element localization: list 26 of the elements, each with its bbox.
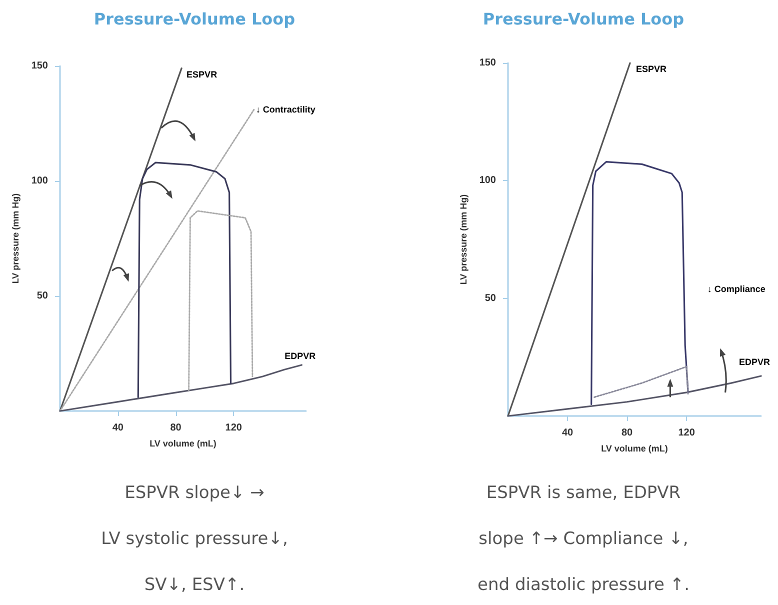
text: ESPVR is same, EDPVR slope ↑→ Compliance ↓, end diastolic pressure ↑. [478, 483, 690, 595]
text: ESPVR slope↓ → LV systolic pressure↓, SV↓, ESV↑. [101, 483, 288, 595]
x-tick-label: 40 [562, 428, 574, 438]
annotation: EDPVR [739, 356, 771, 367]
y-tick-label: 100 [31, 176, 48, 186]
y-axis-title: LV pressure (mm Hg) [10, 193, 20, 284]
y-axis-title: LV pressure (mm Hg) [458, 194, 468, 285]
x-tick-label: 80 [170, 422, 182, 434]
y-tick-label: 50 [36, 290, 48, 302]
annotation: EDPVR [284, 351, 316, 361]
x-axis-title: LV volume (mL) [150, 438, 216, 448]
annotation: ↓ Contractility [256, 104, 316, 115]
x-tick-label: 80 [621, 428, 634, 438]
annotation: ESPVR [636, 64, 668, 74]
x-tick-label: 120 [678, 428, 696, 438]
annotation: ↓ Compliance [707, 284, 766, 294]
x-tick-label: 40 [112, 422, 124, 434]
y-tick-label: 150 [479, 58, 496, 68]
chart-title: Pressure-Volume Loop [94, 10, 296, 28]
x-axis-title: LV volume (mL) [601, 444, 668, 454]
x-tick-label: 120 [225, 422, 242, 434]
chart-title: Pressure-Volume Loop [482, 10, 684, 28]
y-tick-label: 100 [479, 175, 496, 186]
y-tick-label: 150 [31, 60, 48, 72]
annotation: ESPVR [186, 69, 218, 80]
y-tick-label: 50 [484, 292, 496, 304]
